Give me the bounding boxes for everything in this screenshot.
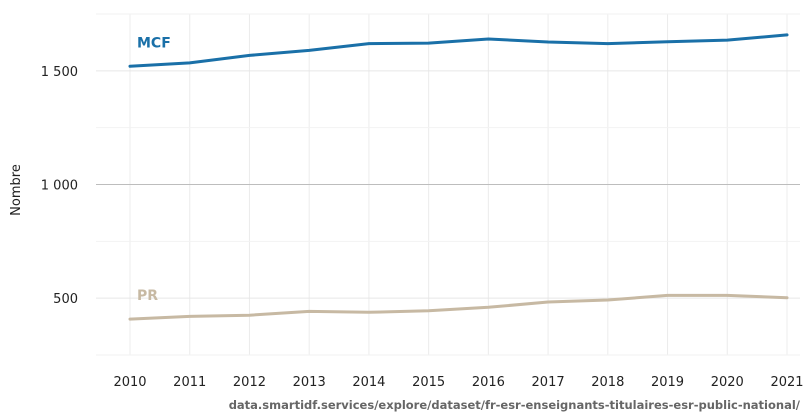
x-tick-label: 2012	[233, 375, 266, 390]
x-tick-label: 2013	[293, 375, 326, 390]
data-point-pr	[248, 314, 251, 317]
data-point-mcf	[248, 54, 251, 57]
data-point-pr	[726, 294, 729, 297]
data-point-mcf	[487, 37, 490, 41]
data-point-mcf	[307, 49, 311, 52]
y-axis-ticks: 500 1 000 1 500	[41, 65, 78, 307]
data-point-mcf	[188, 61, 191, 65]
data-point-mcf	[785, 33, 789, 37]
data-point-pr	[785, 296, 789, 299]
x-tick-label: 2014	[352, 375, 385, 390]
x-tick-label: 2015	[412, 375, 445, 390]
data-point-pr	[546, 300, 550, 304]
x-tick-label: 2016	[472, 375, 505, 390]
data-point-mcf	[128, 65, 132, 68]
x-axis-ticks: 2010 2011 2012 2013 2014 2015 2016 2017 2018 2019…	[113, 375, 803, 390]
x-tick-label: 2019	[651, 375, 684, 390]
data-point-pr	[307, 310, 311, 313]
y-tick-label: 1 000	[41, 179, 78, 194]
source-note: data.smartidf.services/explore/dataset/f…	[228, 398, 800, 412]
y-tick-label: 500	[53, 292, 78, 307]
data-point-mcf	[606, 42, 610, 45]
data-point-pr	[128, 317, 132, 321]
data-point-mcf	[367, 42, 371, 45]
series-lines	[128, 33, 789, 321]
x-tick-label: 2020	[711, 375, 744, 390]
series-label-pr: PR	[137, 288, 158, 304]
x-tick-label: 2010	[113, 375, 146, 390]
data-point-pr	[367, 311, 371, 314]
data-point-pr	[427, 309, 430, 312]
data-point-pr	[188, 315, 191, 318]
data-point-mcf	[666, 40, 669, 43]
grid	[96, 13, 800, 356]
x-tick-label: 2011	[173, 375, 206, 390]
data-point-mcf	[427, 41, 430, 45]
x-tick-label: 2017	[532, 375, 565, 390]
data-point-pr	[666, 294, 669, 297]
series-label-mcf: MCF	[137, 35, 171, 51]
data-point-pr	[487, 306, 490, 309]
x-tick-label: 2021	[770, 375, 803, 390]
data-point-pr	[606, 298, 610, 302]
data-point-mcf	[546, 40, 550, 44]
series-line-pr	[128, 293, 789, 321]
series-line-mcf	[128, 33, 789, 68]
y-tick-label: 1 500	[41, 65, 78, 80]
series-labels: MCF PR	[137, 35, 171, 304]
data-point-mcf	[726, 38, 729, 42]
y-axis-label: Nombre	[9, 164, 24, 216]
x-tick-label: 2018	[591, 375, 624, 390]
